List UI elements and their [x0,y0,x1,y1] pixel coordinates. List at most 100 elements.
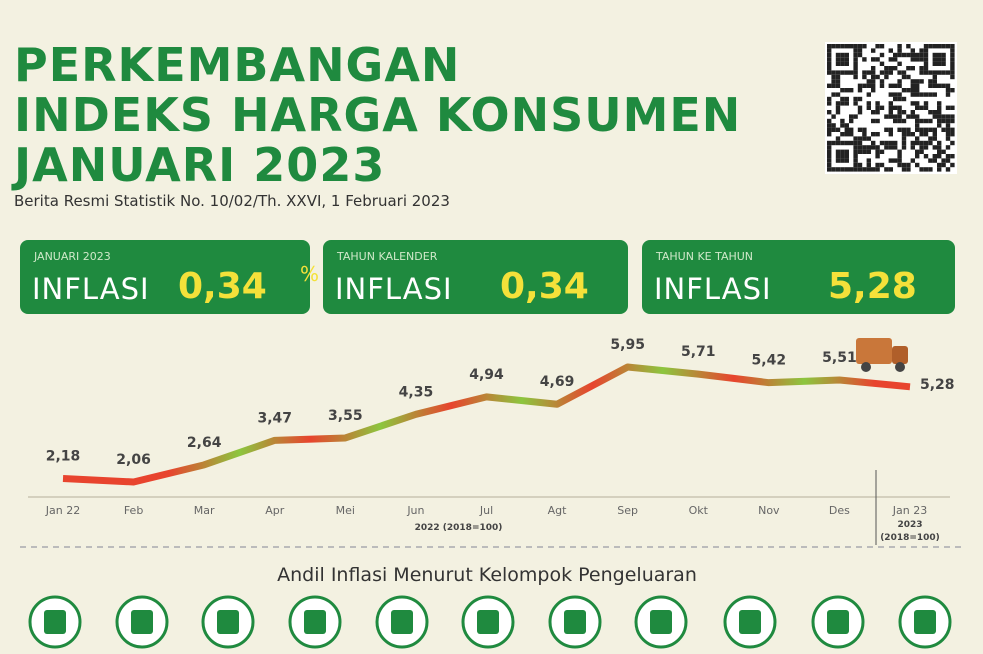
data-label: 4,69 [540,374,575,390]
qr-cell [950,132,955,137]
qr-cell [888,101,893,106]
axis-note: 2023 [897,520,922,530]
qr-cell [919,79,924,84]
qr-cell [840,101,845,106]
qr-cell [906,74,911,80]
qr-cell [923,167,929,172]
qr-cell [888,114,893,119]
qr-cell [840,57,845,62]
qr-cell [888,127,893,132]
qr-cell [941,70,946,75]
card-value: 0,34 [178,266,267,307]
qr-cell [945,105,951,110]
qr-cell [835,44,841,49]
x-tick-label: Agt [548,504,568,517]
qr-cell [901,70,907,75]
card-value: 0,34 [500,266,589,307]
qr-cell [906,66,911,71]
qr-cell [897,149,902,154]
qr-cell [923,118,929,124]
qr-cell [871,140,876,146]
qr-cell [871,132,876,137]
qr-cell [866,70,871,75]
qr-cell [827,52,832,58]
qr-cell [866,162,871,168]
qr-cell [862,167,867,172]
qr-cell [937,118,942,124]
x-tick-label: Mar [194,504,215,517]
qr-cell [827,96,832,102]
qr-cell [844,61,849,66]
qr-cell [915,52,920,58]
qr-cell [923,61,929,66]
qr-cell [919,145,924,150]
data-label: 2,64 [187,435,222,451]
qr-cell [932,114,937,119]
qr-cell [875,74,880,80]
qr-cell [941,127,946,132]
qr-cell [928,158,933,163]
qr-cell [862,127,867,132]
qr-cell [893,118,898,124]
qr-cell [893,83,898,88]
data-label: 5,51 [822,350,857,366]
qr-cell [893,145,898,150]
qr-cell [923,127,929,132]
qr-cell [901,127,907,132]
qr-cell [888,57,893,62]
qr-cell [928,44,933,49]
qr-cell [897,92,902,97]
qr-cell [827,127,832,132]
qr-cell [941,149,946,154]
qr-cell [840,88,845,93]
qr-cell [919,70,924,75]
qr-cell [915,114,920,119]
qr-cell [844,158,849,163]
qr-cell [950,127,955,132]
qr-cell [827,66,832,71]
qr-cell [853,48,858,53]
data-label: 3,55 [328,408,363,424]
qr-cell [919,52,924,58]
qr-cell [831,70,836,75]
qr-cell [827,145,832,150]
qr-cell [923,101,929,106]
qr-cell [840,118,845,124]
qr-cell [844,52,849,58]
qr-cell [906,162,911,168]
qr-cell [901,145,907,150]
qr-cell [849,132,854,137]
qr-cell [941,114,946,119]
qr-cell [910,114,915,119]
qr-cell [840,123,845,128]
qr-cell [835,149,841,154]
qr-cell [884,140,889,146]
icon-glyph [304,610,326,634]
title-line: PERKEMBANGAN [14,38,461,92]
x-tick-label: Des [829,504,850,517]
qr-cell [835,57,841,62]
qr-cell [888,92,893,97]
qr-cell [853,44,858,49]
qr-cell [831,79,836,84]
qr-cell [849,118,854,124]
qr-cell [937,154,942,159]
qr-cell [937,57,942,62]
qr-cell [866,105,871,110]
qr-cell [945,145,951,150]
qr-cell [849,88,854,93]
qr-cell [862,57,867,62]
qr-cell [853,96,858,102]
qr-cell [893,57,898,62]
qr-cell [853,101,858,106]
qr-cell [945,44,951,49]
qr-cell [915,88,920,93]
qr-cell [919,118,924,124]
qr-cell [893,52,898,58]
qr-cell [919,105,924,110]
qr-cell [835,140,841,146]
icon-glyph [44,610,66,634]
qr-cell [893,158,898,163]
qr-cell [835,101,841,106]
qr-cell [827,83,832,88]
